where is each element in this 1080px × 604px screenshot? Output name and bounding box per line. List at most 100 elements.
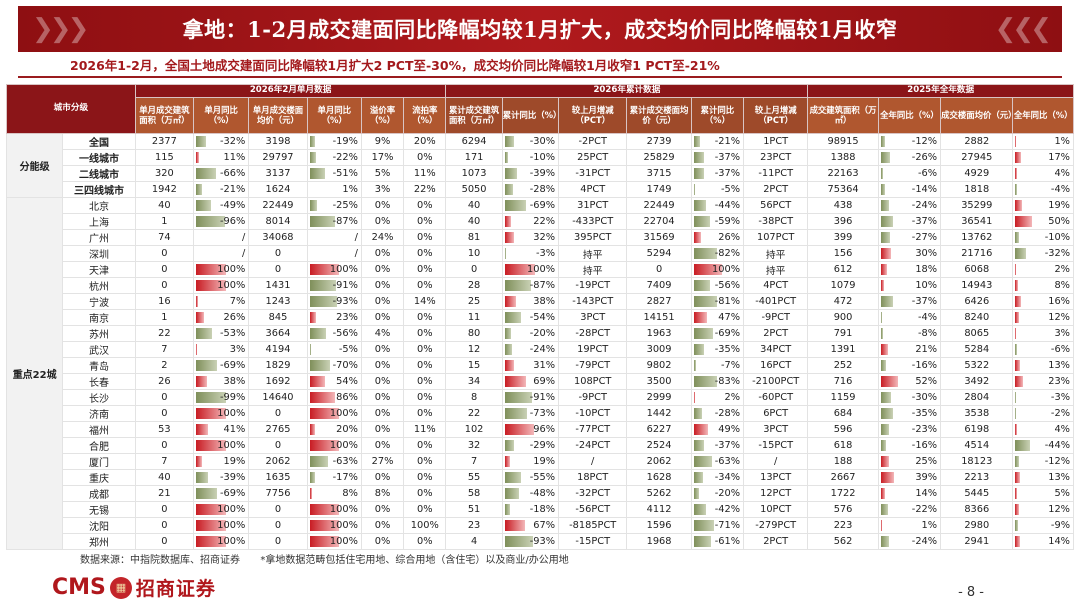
column-header: 单月成交建筑面积（万㎡）: [134, 97, 195, 134]
pct-bar: [693, 184, 696, 195]
value-cell: 1722: [807, 485, 879, 502]
pct-value: -16%: [911, 440, 938, 451]
pct-value: 67%: [533, 520, 556, 531]
value-cell: 0: [445, 261, 503, 278]
pct-value: 100%: [712, 264, 741, 275]
value-cell: 2827: [626, 293, 692, 310]
value-cell: 791: [807, 325, 879, 342]
pct-value: 11%: [223, 152, 246, 163]
pct-bar: [309, 456, 329, 467]
value-cell: 7: [134, 453, 195, 470]
value-cell: 58: [445, 485, 503, 502]
pct-cell: -6%: [1012, 341, 1074, 358]
pct-value: 4%: [1054, 424, 1070, 435]
pct-cell: 22%: [501, 213, 560, 230]
pct-bar: [309, 440, 339, 451]
city-name: 三四线城市: [62, 181, 136, 198]
pct-cell: -37%: [877, 293, 942, 310]
pct-cell: -23%: [877, 421, 942, 438]
pct-value: -70%: [332, 360, 358, 371]
pct-cell: 54%: [306, 373, 362, 390]
pct-cell: 100%: [193, 261, 250, 278]
pct-cell: -82%: [690, 245, 745, 262]
city-name: 郑州: [62, 533, 136, 550]
city-name: 青岛: [62, 357, 136, 374]
column-header: 全年同比（%）: [1012, 97, 1074, 134]
value-cell: 23: [445, 517, 503, 534]
pct-bar: [196, 184, 203, 195]
pct-value: 1%: [1054, 136, 1070, 147]
value-cell: 1963: [626, 325, 692, 342]
pct-value: 100%: [329, 440, 358, 451]
pct-cell: 23%: [306, 309, 362, 326]
city-name: 长沙: [62, 389, 136, 406]
pct-value: -83%: [714, 376, 741, 387]
pct-bar: [693, 344, 704, 355]
value-cell: 1692: [248, 373, 308, 390]
value-cell: -401PCT: [743, 293, 809, 310]
pct-cell: -30%: [877, 389, 942, 406]
value-cell: -9PCT: [743, 309, 809, 326]
column-header: 流拍率（%）: [403, 97, 447, 134]
pct-bar: [693, 456, 712, 467]
pct-value: 100%: [217, 408, 246, 419]
pct-bar: [309, 264, 339, 275]
value-cell: 3664: [248, 325, 308, 342]
pct-cell: 10%: [877, 277, 942, 294]
column-header: 较上月增减（PCT）: [743, 97, 809, 134]
value-cell: 0%: [360, 405, 405, 422]
pct-cell: 12%: [1012, 309, 1074, 326]
pct-bar: [880, 536, 889, 547]
value-cell: 25829: [626, 149, 692, 166]
pct-cell: -10%: [501, 149, 560, 166]
pct-bar: [196, 264, 226, 275]
pct-value: 21%: [915, 344, 938, 355]
pct-value: 14%: [915, 488, 938, 499]
value-cell: 12PCT: [743, 485, 809, 502]
pct-cell: -6%: [877, 165, 942, 182]
value-cell: 80: [445, 325, 503, 342]
table-row: 重点22城 北京 40 -49% 22449 -25% 0% 0% 40 -69% 31PCT 224…: [5, 197, 1074, 550]
pct-value: 100%: [329, 408, 358, 419]
category-tier: 分能级: [5, 133, 64, 198]
pct-value: 4%: [1054, 168, 1070, 179]
pct-cell: -8%: [877, 325, 942, 342]
pct-value: 54%: [336, 376, 358, 387]
pct-cell: -5%: [306, 341, 362, 358]
pct-value: 25%: [915, 456, 938, 467]
pct-bar: [309, 408, 339, 419]
table-row: 南京 1 26% 845 23% 0% 0% 11 -54% 3PCT 14151 47% -9PCT 9…: [7, 309, 1074, 326]
pct-bar: [504, 216, 512, 227]
pct-cell: 100%: [193, 533, 250, 550]
value-cell: 8014: [248, 213, 308, 230]
value-cell: 74: [134, 229, 195, 246]
pct-bar: [880, 440, 887, 451]
pct-cell: 7%: [193, 293, 250, 310]
pct-cell: 30%: [877, 245, 942, 262]
value-cell: 11%: [403, 421, 447, 438]
pct-cell: -30%: [501, 133, 560, 150]
pct-cell: 100%: [690, 261, 745, 278]
pct-bar: [880, 136, 885, 147]
pct-bar: [504, 424, 534, 435]
pct-value: 100%: [527, 264, 556, 275]
pct-bar: [693, 376, 718, 387]
pct-cell: 5%: [1012, 485, 1074, 502]
value-cell: 7: [134, 341, 195, 358]
value-cell: 0%: [403, 261, 447, 278]
pct-cell: /: [306, 229, 362, 246]
value-cell: 0%: [403, 453, 447, 470]
value-cell: 22: [134, 325, 195, 342]
pct-value: 3%: [1054, 328, 1070, 339]
pct-value: 100%: [217, 504, 246, 515]
value-cell: 1442: [626, 405, 692, 422]
pct-bar: [504, 360, 515, 371]
value-cell: 0: [134, 261, 195, 278]
pct-cell: -71%: [690, 517, 745, 534]
category-key22: 重点22城: [5, 197, 64, 550]
pct-value: -24%: [911, 536, 938, 547]
pct-cell: -35%: [690, 341, 745, 358]
value-cell: 6294: [445, 133, 503, 150]
pct-bar: [1015, 216, 1032, 227]
group-header-2025: 2025年全年数据: [807, 84, 1074, 98]
